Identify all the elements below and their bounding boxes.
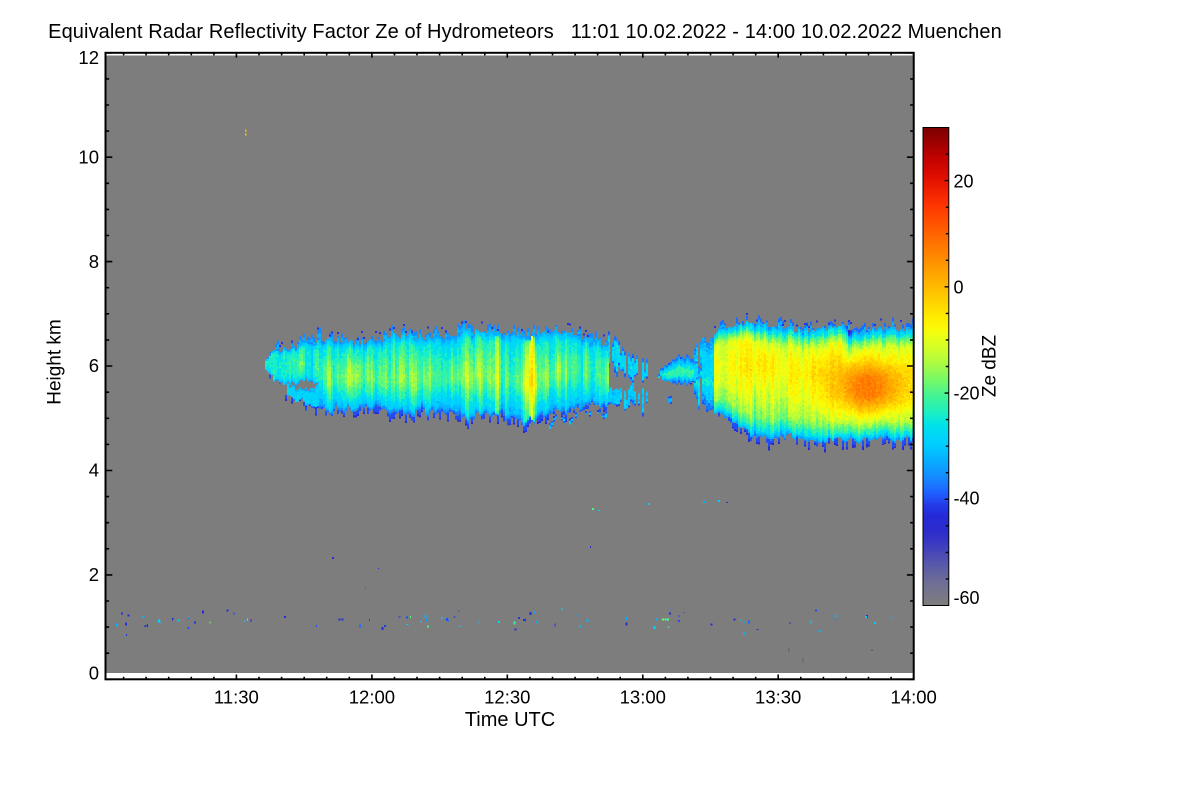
svg-text:12: 12 [78, 47, 99, 68]
svg-text:0: 0 [89, 662, 99, 683]
svg-text:13:30: 13:30 [755, 686, 801, 707]
svg-text:12:30: 12:30 [484, 686, 530, 707]
svg-text:6: 6 [89, 355, 99, 376]
svg-text:Height km: Height km [44, 319, 65, 405]
svg-text:2: 2 [89, 564, 99, 585]
svg-text:8: 8 [89, 251, 99, 272]
svg-text:11:30: 11:30 [214, 686, 259, 707]
svg-text:10: 10 [78, 146, 99, 167]
svg-text:20: 20 [954, 171, 974, 191]
svg-text:-20: -20 [954, 383, 980, 403]
svg-text:Ze dBZ: Ze dBZ [980, 334, 1001, 397]
svg-text:14:00: 14:00 [891, 686, 937, 707]
svg-text:-60: -60 [954, 588, 980, 608]
svg-text:4: 4 [89, 460, 99, 481]
svg-text:-40: -40 [954, 488, 980, 508]
svg-text:Equivalent Radar Reflectivity: Equivalent Radar Reflectivity Factor Ze … [48, 21, 1002, 43]
svg-text:13:00: 13:00 [620, 686, 666, 707]
svg-text:0: 0 [954, 277, 964, 297]
svg-text:12:00: 12:00 [349, 686, 395, 707]
svg-text:Time UTC: Time UTC [465, 709, 555, 731]
